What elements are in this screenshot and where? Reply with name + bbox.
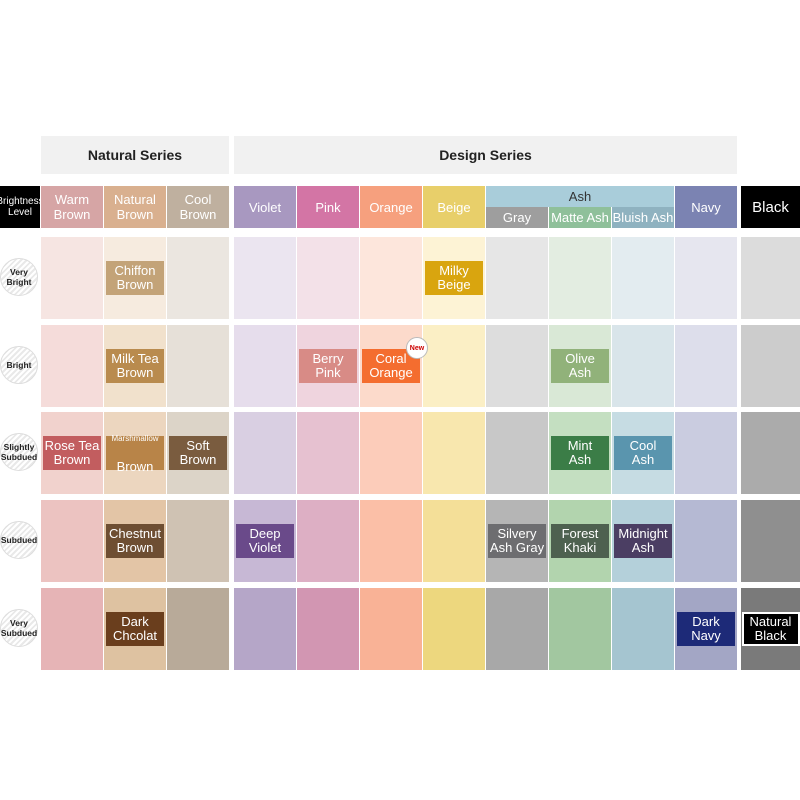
color-cell [486,588,548,670]
color-swatch-milk-tea-brown[interactable]: Milk Tea Brown [106,349,164,383]
color-cell [297,500,359,582]
column-header-cool-brown: Cool Brown [167,186,229,228]
color-swatch-natural-black[interactable]: Natural Black [741,612,800,646]
color-cell [360,588,422,670]
ash-group-header: Ash [486,186,674,207]
color-swatch-cool-ash[interactable]: Cool Ash [614,436,672,470]
color-cell [297,412,359,494]
color-swatch-berry-pink[interactable]: Berry Pink [299,349,357,383]
color-swatch-coral-orange[interactable]: Coral Orange [362,349,420,383]
brightness-row-label: Very Bright [0,258,38,296]
color-swatch-milky-beige[interactable]: Milky Beige [425,261,483,295]
color-cell [360,412,422,494]
color-cell [612,237,674,319]
brightness-row-label: Slightly Subdued [0,433,38,471]
column-header-matte-ash: Matte Ash [549,207,611,228]
color-cell [234,325,296,407]
natural-series-header: Natural Series [41,136,229,174]
color-cell [423,412,485,494]
column-header-bluish-ash: Bluish Ash [612,207,674,228]
color-swatch-chiffon-brown[interactable]: Chiffon Brown [106,261,164,295]
color-swatch-silvery-ash-gray[interactable]: Silvery Ash Gray [488,524,546,558]
color-cell [612,325,674,407]
color-cell [549,237,611,319]
color-cell [675,412,737,494]
new-badge: New [406,337,428,359]
color-cell [234,237,296,319]
color-swatch-marshmallow-brown[interactable]: Marshmallow Brown [106,434,164,474]
color-cell [741,237,800,319]
color-cell [297,237,359,319]
color-cell [486,237,548,319]
color-swatch-deep-violet[interactable]: Deep Violet [236,524,294,558]
color-cell [360,500,422,582]
brightness-row-label: Bright [0,346,38,384]
color-cell [612,588,674,670]
column-header-navy: Navy [675,186,737,228]
color-cell [167,237,229,319]
color-cell [360,237,422,319]
color-cell [741,325,800,407]
column-header-pink: Pink [297,186,359,228]
color-cell [486,325,548,407]
color-cell [675,500,737,582]
design-series-header: Design Series [234,136,737,174]
color-swatch-mint-ash[interactable]: Mint Ash [551,436,609,470]
color-cell [741,500,800,582]
color-cell [549,588,611,670]
column-header-natural-brown: Natural Brown [104,186,166,228]
color-cell [486,412,548,494]
color-cell [297,588,359,670]
color-swatch-chestnut-brown[interactable]: Chestnut Brown [106,524,164,558]
column-header-warm-brown: Warm Brown [41,186,103,228]
color-swatch-forest-khaki[interactable]: Forest Khaki [551,524,609,558]
color-cell [41,500,103,582]
color-cell [167,500,229,582]
brightness-row-label: Very Subdued [0,609,38,647]
color-swatch-dark-navy[interactable]: Dark Navy [677,612,735,646]
column-header-violet: Violet [234,186,296,228]
color-cell [234,588,296,670]
color-cell [675,237,737,319]
column-header-gray: Gray [486,207,548,228]
color-cell [41,325,103,407]
color-cell [41,237,103,319]
color-cell [741,412,800,494]
color-swatch-midnight-ash[interactable]: Midnight Ash [614,524,672,558]
color-cell [423,325,485,407]
brightness-row-label: Subdued [0,521,38,559]
column-header-orange: Orange [360,186,422,228]
color-swatch-dark-chcolat[interactable]: Dark Chcolat [106,612,164,646]
column-header-black: Black [741,186,800,228]
color-cell [423,500,485,582]
color-cell [675,325,737,407]
color-cell [423,588,485,670]
color-cell [167,588,229,670]
column-header-beige: Beige [423,186,485,228]
color-cell [234,412,296,494]
color-swatch-rose-tea-brown[interactable]: Rose Tea Brown [43,436,101,470]
brightness-level-header: Brightness Level [0,186,44,228]
color-cell [167,325,229,407]
color-cell [41,588,103,670]
color-swatch-olive-ash[interactable]: Olive Ash [551,349,609,383]
color-swatch-soft-brown[interactable]: Soft Brown [169,436,227,470]
